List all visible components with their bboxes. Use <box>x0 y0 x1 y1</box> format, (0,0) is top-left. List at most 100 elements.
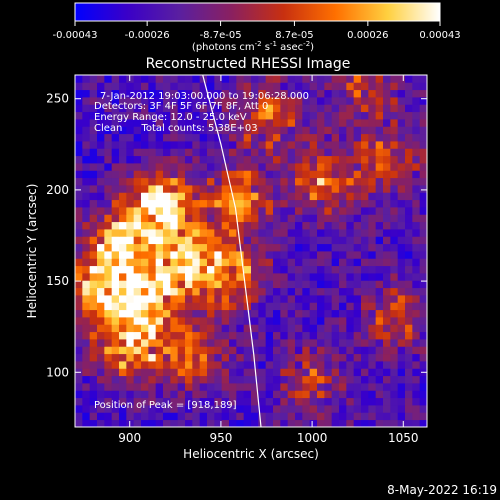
heatmap-cell <box>229 287 237 296</box>
heatmap-cell <box>155 207 164 215</box>
heatmap-cell <box>75 126 83 135</box>
heatmap-cell <box>397 324 406 333</box>
colorbar-units: (photons cm-2 s-1 asec-2) <box>192 40 314 53</box>
heatmap-cell <box>339 353 347 362</box>
heatmap-cell <box>185 185 193 193</box>
heatmap-cell <box>111 273 120 281</box>
heatmap-cell <box>141 375 149 384</box>
heatmap-cell <box>104 361 113 369</box>
heatmap-cell <box>148 273 157 281</box>
heatmap-cell <box>309 419 318 427</box>
heatmap-cell <box>163 89 171 98</box>
heatmap-cell <box>419 258 427 267</box>
heatmap-cell <box>170 251 179 259</box>
heatmap-cell <box>295 163 303 171</box>
heatmap-cell <box>89 82 98 91</box>
heatmap-cell <box>89 324 98 333</box>
heatmap-cell <box>89 309 98 318</box>
heatmap-cell <box>199 133 208 142</box>
heatmap-cell <box>302 339 311 347</box>
heatmap-cell <box>265 141 274 149</box>
heatmap-cell <box>75 199 83 208</box>
heatmap-cell <box>111 302 120 311</box>
heatmap-cell <box>390 133 399 142</box>
heatmap-cell <box>185 353 193 362</box>
heatmap-cell <box>324 82 333 91</box>
heatmap-cell <box>170 309 179 318</box>
heatmap-cell <box>353 405 362 413</box>
heatmap-cell <box>199 221 208 230</box>
x-axis-ticks: 900 950 1000 1050 <box>118 75 419 445</box>
heatmap-cell <box>170 419 179 427</box>
heatmap-cell <box>236 339 245 347</box>
heatmap-cell <box>163 148 171 157</box>
heatmap-cell <box>390 287 399 296</box>
heatmap-cell <box>258 229 267 237</box>
heatmap-cell <box>207 185 215 193</box>
heatmap-cell <box>111 126 120 135</box>
heatmap-cell <box>177 280 186 289</box>
heatmap-cell <box>405 141 413 149</box>
heatmap-cell <box>390 353 399 362</box>
heatmap-cell <box>280 331 289 340</box>
heatmap-cell <box>251 148 259 157</box>
heatmap-cell <box>287 236 296 245</box>
heatmap-cell <box>412 273 421 281</box>
heatmap-cell <box>236 383 245 391</box>
heatmap-cell <box>368 170 377 179</box>
heatmap-cell <box>280 309 289 318</box>
heatmap-cell <box>331 258 340 267</box>
heatmap-cell <box>331 243 340 252</box>
heatmap-cell <box>397 177 406 186</box>
heatmap-cell <box>163 229 171 237</box>
heatmap-cell <box>207 331 215 340</box>
heatmap-cell <box>97 236 105 245</box>
heatmap-cell <box>229 331 237 340</box>
heatmap-cell <box>199 207 208 215</box>
heatmap-cell <box>368 258 377 267</box>
heatmap-cell <box>163 126 171 135</box>
heatmap-cell <box>192 251 201 259</box>
heatmap-cell <box>221 383 230 391</box>
heatmap-cell <box>309 97 318 105</box>
heatmap-cell <box>126 331 135 340</box>
heatmap-cell <box>141 287 149 296</box>
heatmap-cell <box>258 141 267 149</box>
heatmap-cell <box>82 317 91 325</box>
heatmap-cell <box>155 353 164 362</box>
heatmap-cell <box>368 185 377 193</box>
heatmap-cell <box>317 155 325 164</box>
heatmap-cell <box>317 119 325 127</box>
heatmap-cell <box>251 221 259 230</box>
heatmap-cell <box>309 177 318 186</box>
heatmap-cell <box>302 192 311 201</box>
heatmap-cell <box>119 295 127 303</box>
heatmap-cell <box>412 97 421 105</box>
heatmap-cell <box>287 119 296 127</box>
heatmap-cell <box>133 214 142 223</box>
heatmap-cell <box>405 111 413 120</box>
heatmap-cell <box>339 397 347 406</box>
heatmap-cell <box>133 97 142 105</box>
heatmap-cell <box>75 236 83 245</box>
heatmap-cell <box>273 390 281 399</box>
heatmap-cell <box>199 390 208 399</box>
heatmap-cell <box>295 111 303 120</box>
heatmap-cell <box>192 141 201 149</box>
heatmap-cell <box>346 89 355 98</box>
heatmap-cell <box>405 236 413 245</box>
heatmap-cell <box>397 412 406 421</box>
heatmap-cell <box>89 229 98 237</box>
heatmap-cell <box>229 207 237 215</box>
heatmap-cell <box>119 221 127 230</box>
heatmap-cell <box>353 111 362 120</box>
heatmap-cell <box>346 207 355 215</box>
heatmap-cell <box>104 375 113 384</box>
heatmap-cell <box>383 273 391 281</box>
heatmap-cell <box>243 243 252 252</box>
heatmap-cell <box>75 383 83 391</box>
heatmap-cell <box>317 324 325 333</box>
heatmap-cell <box>339 89 347 98</box>
heatmap-cell <box>89 265 98 274</box>
heatmap-cell <box>221 141 230 149</box>
